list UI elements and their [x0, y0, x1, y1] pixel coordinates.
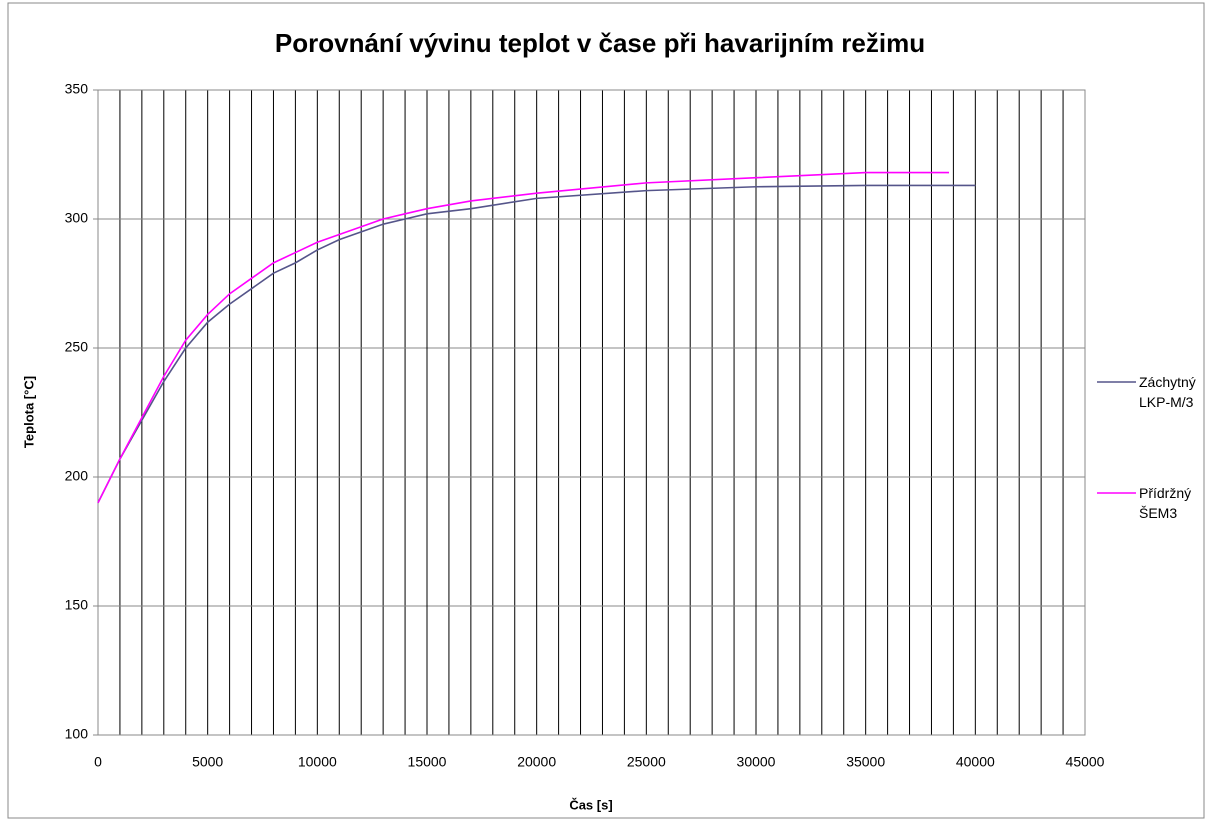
- x-axis-label: Čas [s]: [569, 797, 612, 812]
- legend-label: Záchytný LKP-M/3: [1139, 374, 1196, 410]
- x-tick-label: 35000: [846, 754, 885, 770]
- x-tick-label: 15000: [408, 754, 447, 770]
- y-axis-label: Teplota [°C]: [21, 376, 36, 448]
- x-tick-label: 40000: [956, 754, 995, 770]
- y-tick-label: 150: [65, 597, 89, 613]
- series-line: [97, 184, 976, 504]
- x-tick-label: 10000: [298, 754, 337, 770]
- y-tick-label: 300: [65, 210, 89, 226]
- x-tick-label: 30000: [737, 754, 776, 770]
- y-tick-label: 200: [65, 468, 89, 484]
- legend-label: Přídržný ŠEM3: [1139, 485, 1192, 521]
- y-tick-label: 250: [65, 339, 89, 355]
- x-tick-label: 0: [94, 754, 102, 770]
- x-tick-label: 25000: [627, 754, 666, 770]
- chart-frame: [7, 2, 1205, 819]
- series-line: [97, 171, 950, 504]
- y-tick-label: 350: [65, 81, 89, 97]
- x-tick-label: 20000: [517, 754, 556, 770]
- x-tick-label: 45000: [1066, 754, 1105, 770]
- y-tick-label: 100: [65, 726, 89, 742]
- x-tick-label: 5000: [192, 754, 223, 770]
- chart-title: Porovnání vývinu teplot v čase při havar…: [275, 28, 925, 58]
- plot-area: [97, 89, 1086, 736]
